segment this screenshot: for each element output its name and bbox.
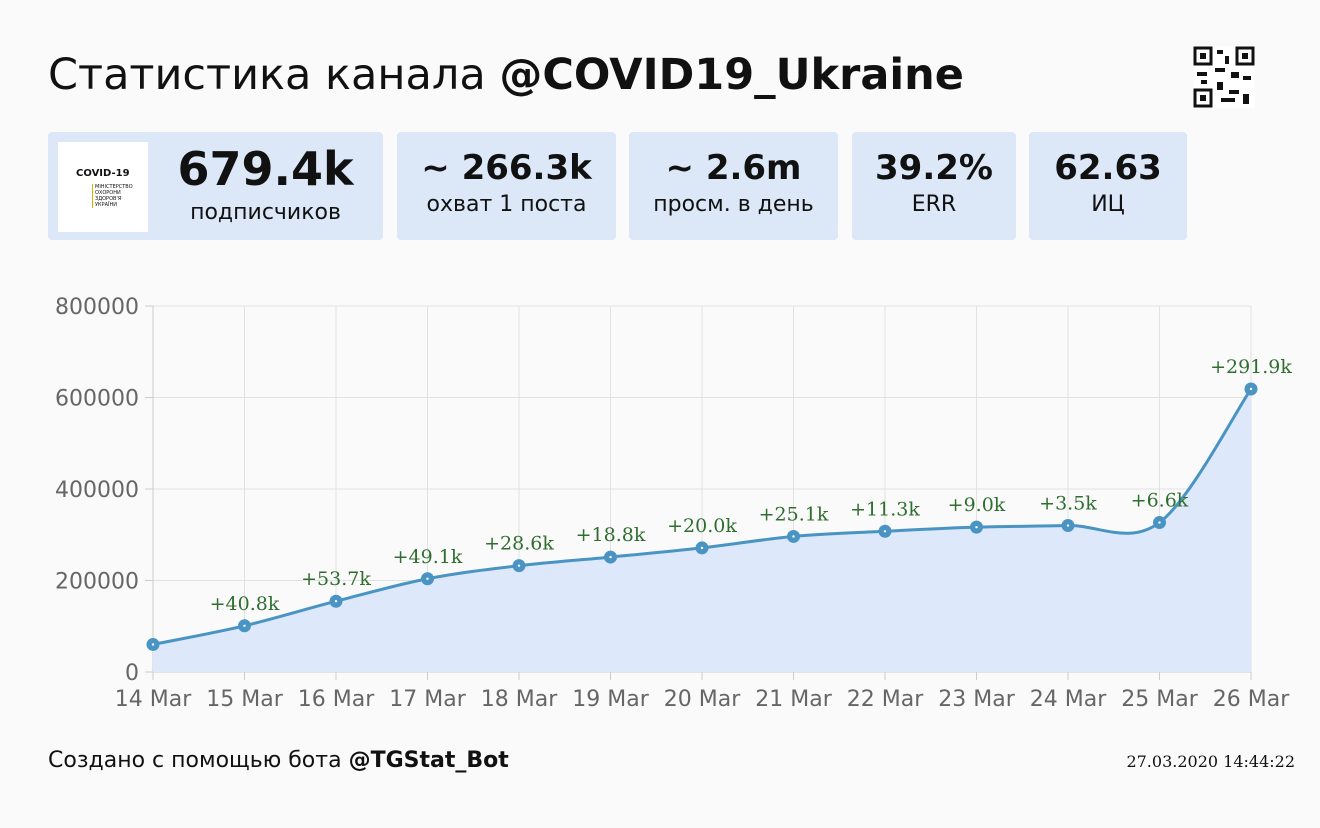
point-center xyxy=(883,530,887,533)
stat-card: 62.63 ИЦ xyxy=(1029,132,1187,240)
delta-label: +20.0k xyxy=(667,515,737,537)
channel-name: @COVID19_Ukraine xyxy=(499,50,964,100)
x-tick-label: 25 Mar xyxy=(1121,687,1198,712)
area xyxy=(153,388,1251,672)
logo-line: МІНІСТЕРСТВО xyxy=(95,184,133,190)
x-tick-label: 18 Mar xyxy=(481,687,558,712)
stat-card: ~ 2.6m просм. в день xyxy=(629,132,838,240)
qr-code xyxy=(1193,46,1255,108)
x-tick-label: 20 Mar xyxy=(664,687,741,712)
point-center xyxy=(243,624,246,627)
delta-label: +291.9k xyxy=(1210,356,1292,378)
stat-label: подписчиков xyxy=(190,200,341,225)
x-tick-label: 15 Mar xyxy=(206,687,283,712)
timestamp: 27.03.2020 14:44:22 xyxy=(1126,752,1295,771)
delta-label: +28.6k xyxy=(484,533,554,555)
point-center xyxy=(1158,521,1161,524)
y-tick-label: 600000 xyxy=(55,387,139,412)
delta-label: +40.8k xyxy=(210,593,280,615)
delta-label: +25.1k xyxy=(759,503,829,525)
stat-card: ~ 266.3k охват 1 поста xyxy=(397,132,616,240)
y-tick-label: 800000 xyxy=(55,295,139,320)
delta-label: +6.6k xyxy=(1131,490,1189,512)
point-center xyxy=(334,600,338,603)
x-tick-label: 24 Mar xyxy=(1030,687,1107,712)
delta-label: +53.7k xyxy=(301,568,371,590)
footer: Создано с помощью бота @TGStat_Bot xyxy=(48,748,509,773)
stat-value: ~ 2.6m xyxy=(665,148,802,188)
delta-label: +9.0k xyxy=(948,494,1006,516)
x-tick-label: 26 Mar xyxy=(1213,687,1290,712)
point-center xyxy=(792,535,795,538)
point-center xyxy=(1066,524,1070,527)
bot-name: @TGStat_Bot xyxy=(348,748,509,773)
delta-label: +3.5k xyxy=(1039,493,1097,515)
stat-value: 62.63 xyxy=(1054,148,1162,188)
point-center xyxy=(609,555,612,559)
point-center xyxy=(700,546,704,550)
stat-card: 39.2% ERR xyxy=(852,132,1016,240)
channel-logo: COVID-19 МІНІСТЕРСТВО ОХОРОНИ ЗДОРОВ'Я УКРАЇ… xyxy=(58,142,148,232)
x-tick-label: 17 Mar xyxy=(389,687,466,712)
delta-label: +11.3k xyxy=(850,498,920,520)
x-tick-label: 19 Mar xyxy=(572,687,649,712)
stat-value: 679.4k xyxy=(177,142,354,196)
stat-label: охват 1 поста xyxy=(426,192,587,217)
stat-label: ИЦ xyxy=(1091,192,1125,217)
title-prefix: Статистика канала xyxy=(48,50,486,100)
y-tick-label: 200000 xyxy=(55,570,139,595)
point-center xyxy=(1249,387,1253,391)
stat-text: 679.4k подписчиков xyxy=(148,142,383,225)
delta-label: +18.8k xyxy=(576,524,646,546)
x-tick-label: 14 Mar xyxy=(115,687,192,712)
point-center xyxy=(151,643,155,646)
x-tick-label: 22 Mar xyxy=(847,687,924,712)
stat-card: COVID-19 МІНІСТЕРСТВО ОХОРОНИ ЗДОРОВ'Я УКРАЇ… xyxy=(48,132,383,240)
point-center xyxy=(426,577,429,580)
stat-label: ERR xyxy=(911,192,957,217)
y-tick-label: 400000 xyxy=(55,478,139,503)
logo-title: COVID-19 xyxy=(76,168,130,179)
logo-line: ОХОРОНИ xyxy=(95,190,121,196)
y-tick-label: 0 xyxy=(125,661,139,686)
stat-value: 39.2% xyxy=(875,148,993,188)
title: Статистика канала @COVID19_Ukraine xyxy=(48,50,964,100)
x-tick-label: 21 Mar xyxy=(755,687,832,712)
stat-label: просм. в день xyxy=(653,192,814,217)
point-center xyxy=(517,564,521,567)
x-tick-label: 16 Mar xyxy=(298,687,375,712)
point-center xyxy=(975,525,978,529)
delta-label: +49.1k xyxy=(393,546,463,568)
logo-subtitle: МІНІСТЕРСТВО ОХОРОНИ ЗДОРОВ'Я УКРАЇНИ xyxy=(92,184,133,208)
logo-line: УКРАЇНИ xyxy=(95,202,118,208)
stat-value: ~ 266.3k xyxy=(421,148,592,188)
footer-text: Создано с помощью бота xyxy=(48,748,342,773)
logo-line: ЗДОРОВ'Я xyxy=(95,196,122,202)
x-tick-label: 23 Mar xyxy=(938,687,1015,712)
